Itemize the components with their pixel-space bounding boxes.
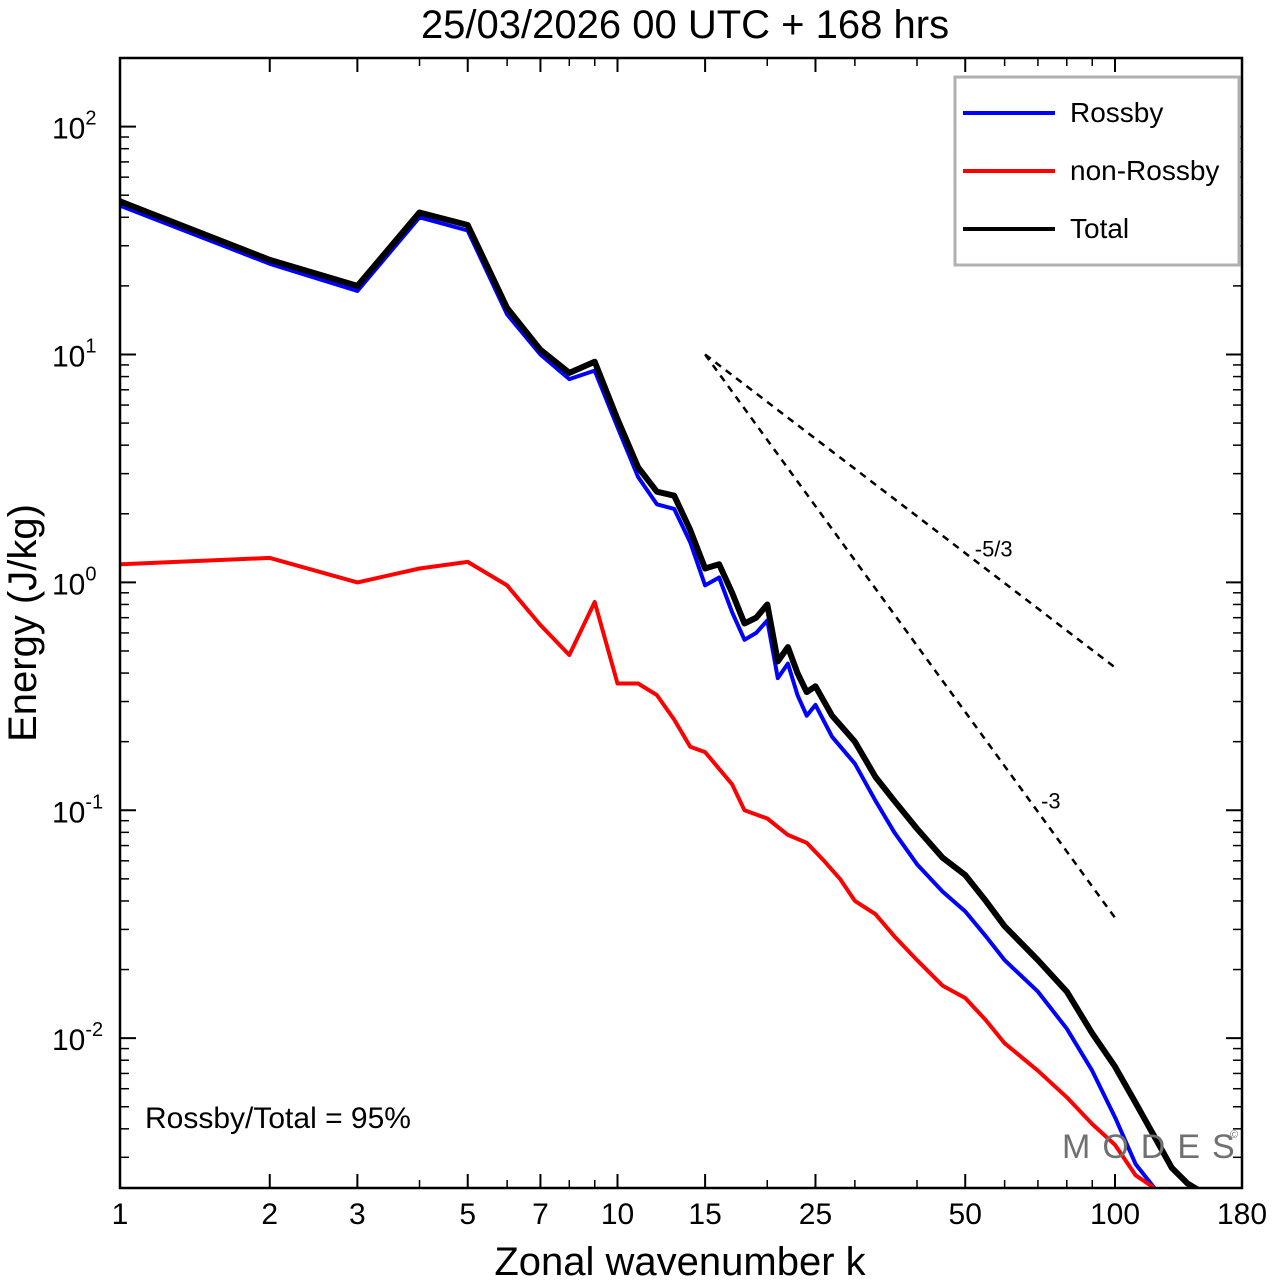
rossby-ratio-annotation: Rossby/Total = 95% bbox=[145, 1102, 411, 1135]
chart-title: 25/03/2026 00 UTC + 168 hrs bbox=[421, 3, 949, 47]
x-tick-label: 15 bbox=[688, 1198, 721, 1231]
y-tick-label: 101 bbox=[52, 335, 97, 373]
legend: Rossby non-Rossby Total bbox=[953, 75, 1241, 267]
reference-line-label: -5/3 bbox=[975, 536, 1013, 561]
reference-line-label: -3 bbox=[1041, 789, 1061, 814]
x-axis-label: Zonal wavenumber k bbox=[494, 1240, 866, 1281]
series-line-total bbox=[120, 198, 1201, 1188]
x-tick-label: 7 bbox=[532, 1198, 549, 1231]
watermark-text: MODES bbox=[1062, 1128, 1247, 1166]
y-tick-label: 100 bbox=[52, 563, 97, 601]
x-tick-label: 50 bbox=[949, 1198, 982, 1231]
plot-frame bbox=[118, 56, 1244, 1190]
data-series bbox=[120, 198, 1201, 1188]
y-tick-label: 10-2 bbox=[52, 1019, 103, 1057]
y-tick-label: 10-1 bbox=[52, 791, 103, 829]
x-tick-label: 3 bbox=[349, 1198, 366, 1231]
legend-label-rossby: Rossby bbox=[1070, 97, 1163, 128]
legend-label-total: Total bbox=[1070, 213, 1129, 244]
legend-label-non-rossby: non-Rossby bbox=[1070, 155, 1219, 186]
y-tick-labels: 102 101 100 10-1 10-2 bbox=[52, 108, 103, 1058]
x-tick-label: 2 bbox=[261, 1198, 278, 1231]
y-tick-label: 102 bbox=[52, 108, 97, 146]
x-tick-label: 1 bbox=[112, 1198, 129, 1231]
reference-slope-lines: -5/3 -3 bbox=[704, 353, 1117, 919]
axis-ticks bbox=[119, 58, 1243, 1188]
x-tick-label: 100 bbox=[1090, 1198, 1140, 1231]
copyright-icon: © bbox=[1230, 1129, 1238, 1141]
y-axis-label: Energy (J/kg) bbox=[1, 504, 45, 742]
x-tick-labels: 1 2 3 5 7 10 15 25 50 100 180 bbox=[112, 1198, 1267, 1231]
x-tick-label: 10 bbox=[601, 1198, 634, 1231]
series-line-non-rossby bbox=[120, 555, 1157, 1188]
x-tick-label: 180 bbox=[1217, 1198, 1267, 1231]
x-tick-label: 5 bbox=[459, 1198, 476, 1231]
modes-watermark: MODES © bbox=[1062, 1128, 1247, 1166]
reference-line-slope-five-thirds bbox=[704, 353, 1116, 669]
x-tick-label: 25 bbox=[799, 1198, 832, 1231]
